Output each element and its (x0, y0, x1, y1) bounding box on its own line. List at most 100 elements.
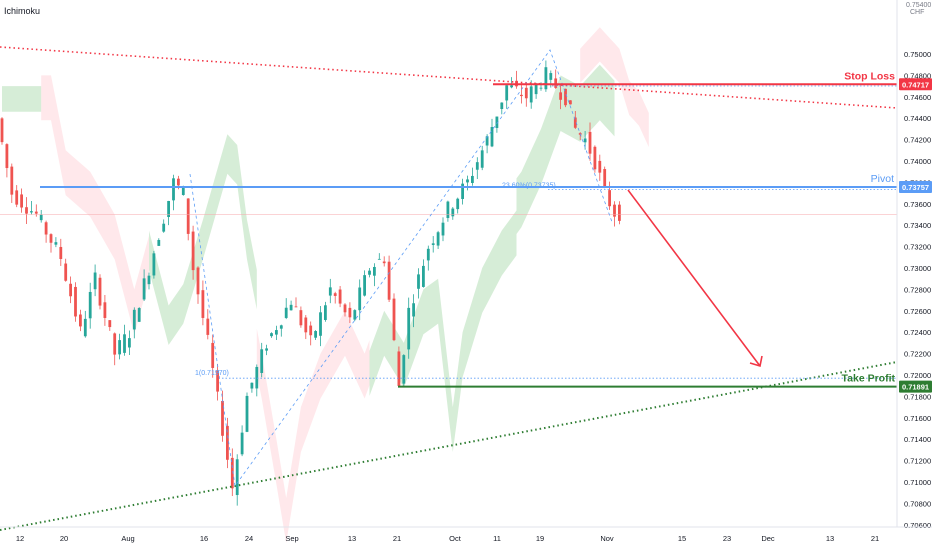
candle-body-down (230, 457, 234, 489)
candle-body-up (128, 338, 131, 348)
price-badge-bg (899, 181, 932, 194)
candle-body-down (216, 370, 219, 392)
candle-body-down (201, 290, 205, 318)
candle-body-up (490, 127, 494, 147)
x-tick-label: 23 (723, 534, 731, 543)
candle-body-down (382, 261, 386, 264)
currency-label: CHF (910, 9, 924, 16)
cloud-bull-band (516, 64, 615, 234)
descending-trendline (0, 46, 898, 109)
projection-arrow-shaft (627, 189, 761, 367)
candle-body-up (328, 287, 332, 296)
candle-body-up (118, 340, 121, 355)
candle-body-down (618, 204, 621, 221)
candle-body-up (534, 83, 538, 95)
candle-body-up (30, 211, 33, 213)
candle-body-up (319, 312, 322, 336)
candle-body-up (358, 287, 362, 311)
candle-body-down (15, 190, 19, 205)
candle-body-down (603, 169, 607, 187)
candle-body-up (402, 355, 406, 384)
candle-body-down (221, 400, 224, 436)
candle-body-up (284, 307, 288, 318)
candle-body-down (397, 351, 401, 386)
y-tick-label: 0.72200 (904, 350, 931, 359)
y-tick-label: 0.70800 (904, 499, 931, 508)
candle-body-down (79, 314, 82, 327)
candle-body-down (348, 307, 352, 318)
cloud-bull-band (2, 86, 42, 112)
y-tick-label: 0.72400 (904, 328, 931, 337)
candle-body-down (520, 94, 523, 97)
y-tick-label: 0.74800 (904, 71, 931, 80)
candle-body-down (211, 342, 215, 368)
time-axis: 12 20 Aug 16 24 Sep 13 21 Oct 11 19 Nov 15 23 Dec 13 21 (0, 526, 932, 543)
candle-body-down (191, 231, 195, 271)
x-tick-label: 12 (16, 534, 24, 543)
candle-body-up (245, 395, 249, 432)
candle-body-down (20, 194, 23, 208)
y-tick-label: 0.75000 (904, 50, 931, 59)
y-tick-label: 0.72000 (904, 371, 931, 380)
candle-body-down (333, 293, 337, 296)
candle-body-up (456, 198, 460, 210)
candle-body-up (539, 87, 543, 89)
candle-body-up (275, 330, 278, 335)
candle-body-down (98, 277, 102, 306)
y-tick-label: 0.73400 (904, 221, 931, 230)
candle-body-down (588, 131, 592, 154)
candle-body-up (431, 243, 435, 245)
x-tick-label: 19 (536, 534, 544, 543)
candle-body-down (10, 166, 14, 195)
candle-body-down (564, 88, 567, 106)
candle-body-down (0, 118, 4, 143)
candle-body-up (88, 291, 92, 319)
y-tick-label: 0.74200 (904, 136, 931, 145)
candle-body-up (39, 214, 43, 221)
candle-body-up (363, 275, 366, 296)
candle-body-up (167, 200, 170, 218)
candle-body-down (34, 211, 38, 214)
price-axis: 0.75000 0.74800 0.74600 0.74400 0.74200 0.740… (896, 0, 932, 530)
candle-body-up (270, 333, 273, 337)
candle-body-up (235, 459, 239, 496)
candle-body-down (226, 425, 229, 460)
candle-body-down (387, 261, 391, 300)
cloud-bear-band (41, 75, 150, 335)
candle-body-up (181, 186, 185, 195)
candle-body-up (529, 86, 533, 103)
cloud-bull-band (369, 210, 517, 452)
x-tick-label: Oct (449, 534, 462, 543)
fib-label-1: 1(0.71970) (195, 370, 229, 377)
candle-body-up (147, 275, 151, 285)
candle-body-down (74, 286, 77, 317)
candle-body-up (505, 85, 509, 101)
candle-body-up (279, 325, 283, 329)
candle-body-down (299, 310, 303, 326)
price-badge-text: 0.74717 (902, 80, 929, 89)
price-top-label: 0.75400 (906, 2, 931, 9)
candle-body-up (255, 366, 259, 389)
candle-body-up (407, 307, 411, 350)
fib-label-23-6: 23.60%(0.73735) (502, 182, 556, 189)
candle-body-down (569, 100, 572, 105)
candle-body-down (59, 246, 63, 259)
cloud-bear-band (580, 27, 649, 148)
candle-body-down (25, 207, 28, 214)
candle-body-down (309, 325, 313, 336)
candle-body-up (368, 270, 371, 275)
x-tick-label: 24 (245, 534, 253, 543)
projection-arrow-head (749, 355, 763, 368)
candle-body-up (480, 150, 484, 168)
x-tick-label: 20 (60, 534, 68, 543)
candle-body-up (123, 334, 126, 353)
candle-body-up (172, 178, 175, 201)
candle-body-down (392, 298, 396, 341)
y-tick-label: 0.71200 (904, 457, 931, 466)
candle-body-down (186, 198, 190, 234)
candle-body-up (260, 349, 264, 373)
candle-body-up (485, 136, 489, 146)
y-tick-label: 0.73000 (904, 264, 931, 273)
